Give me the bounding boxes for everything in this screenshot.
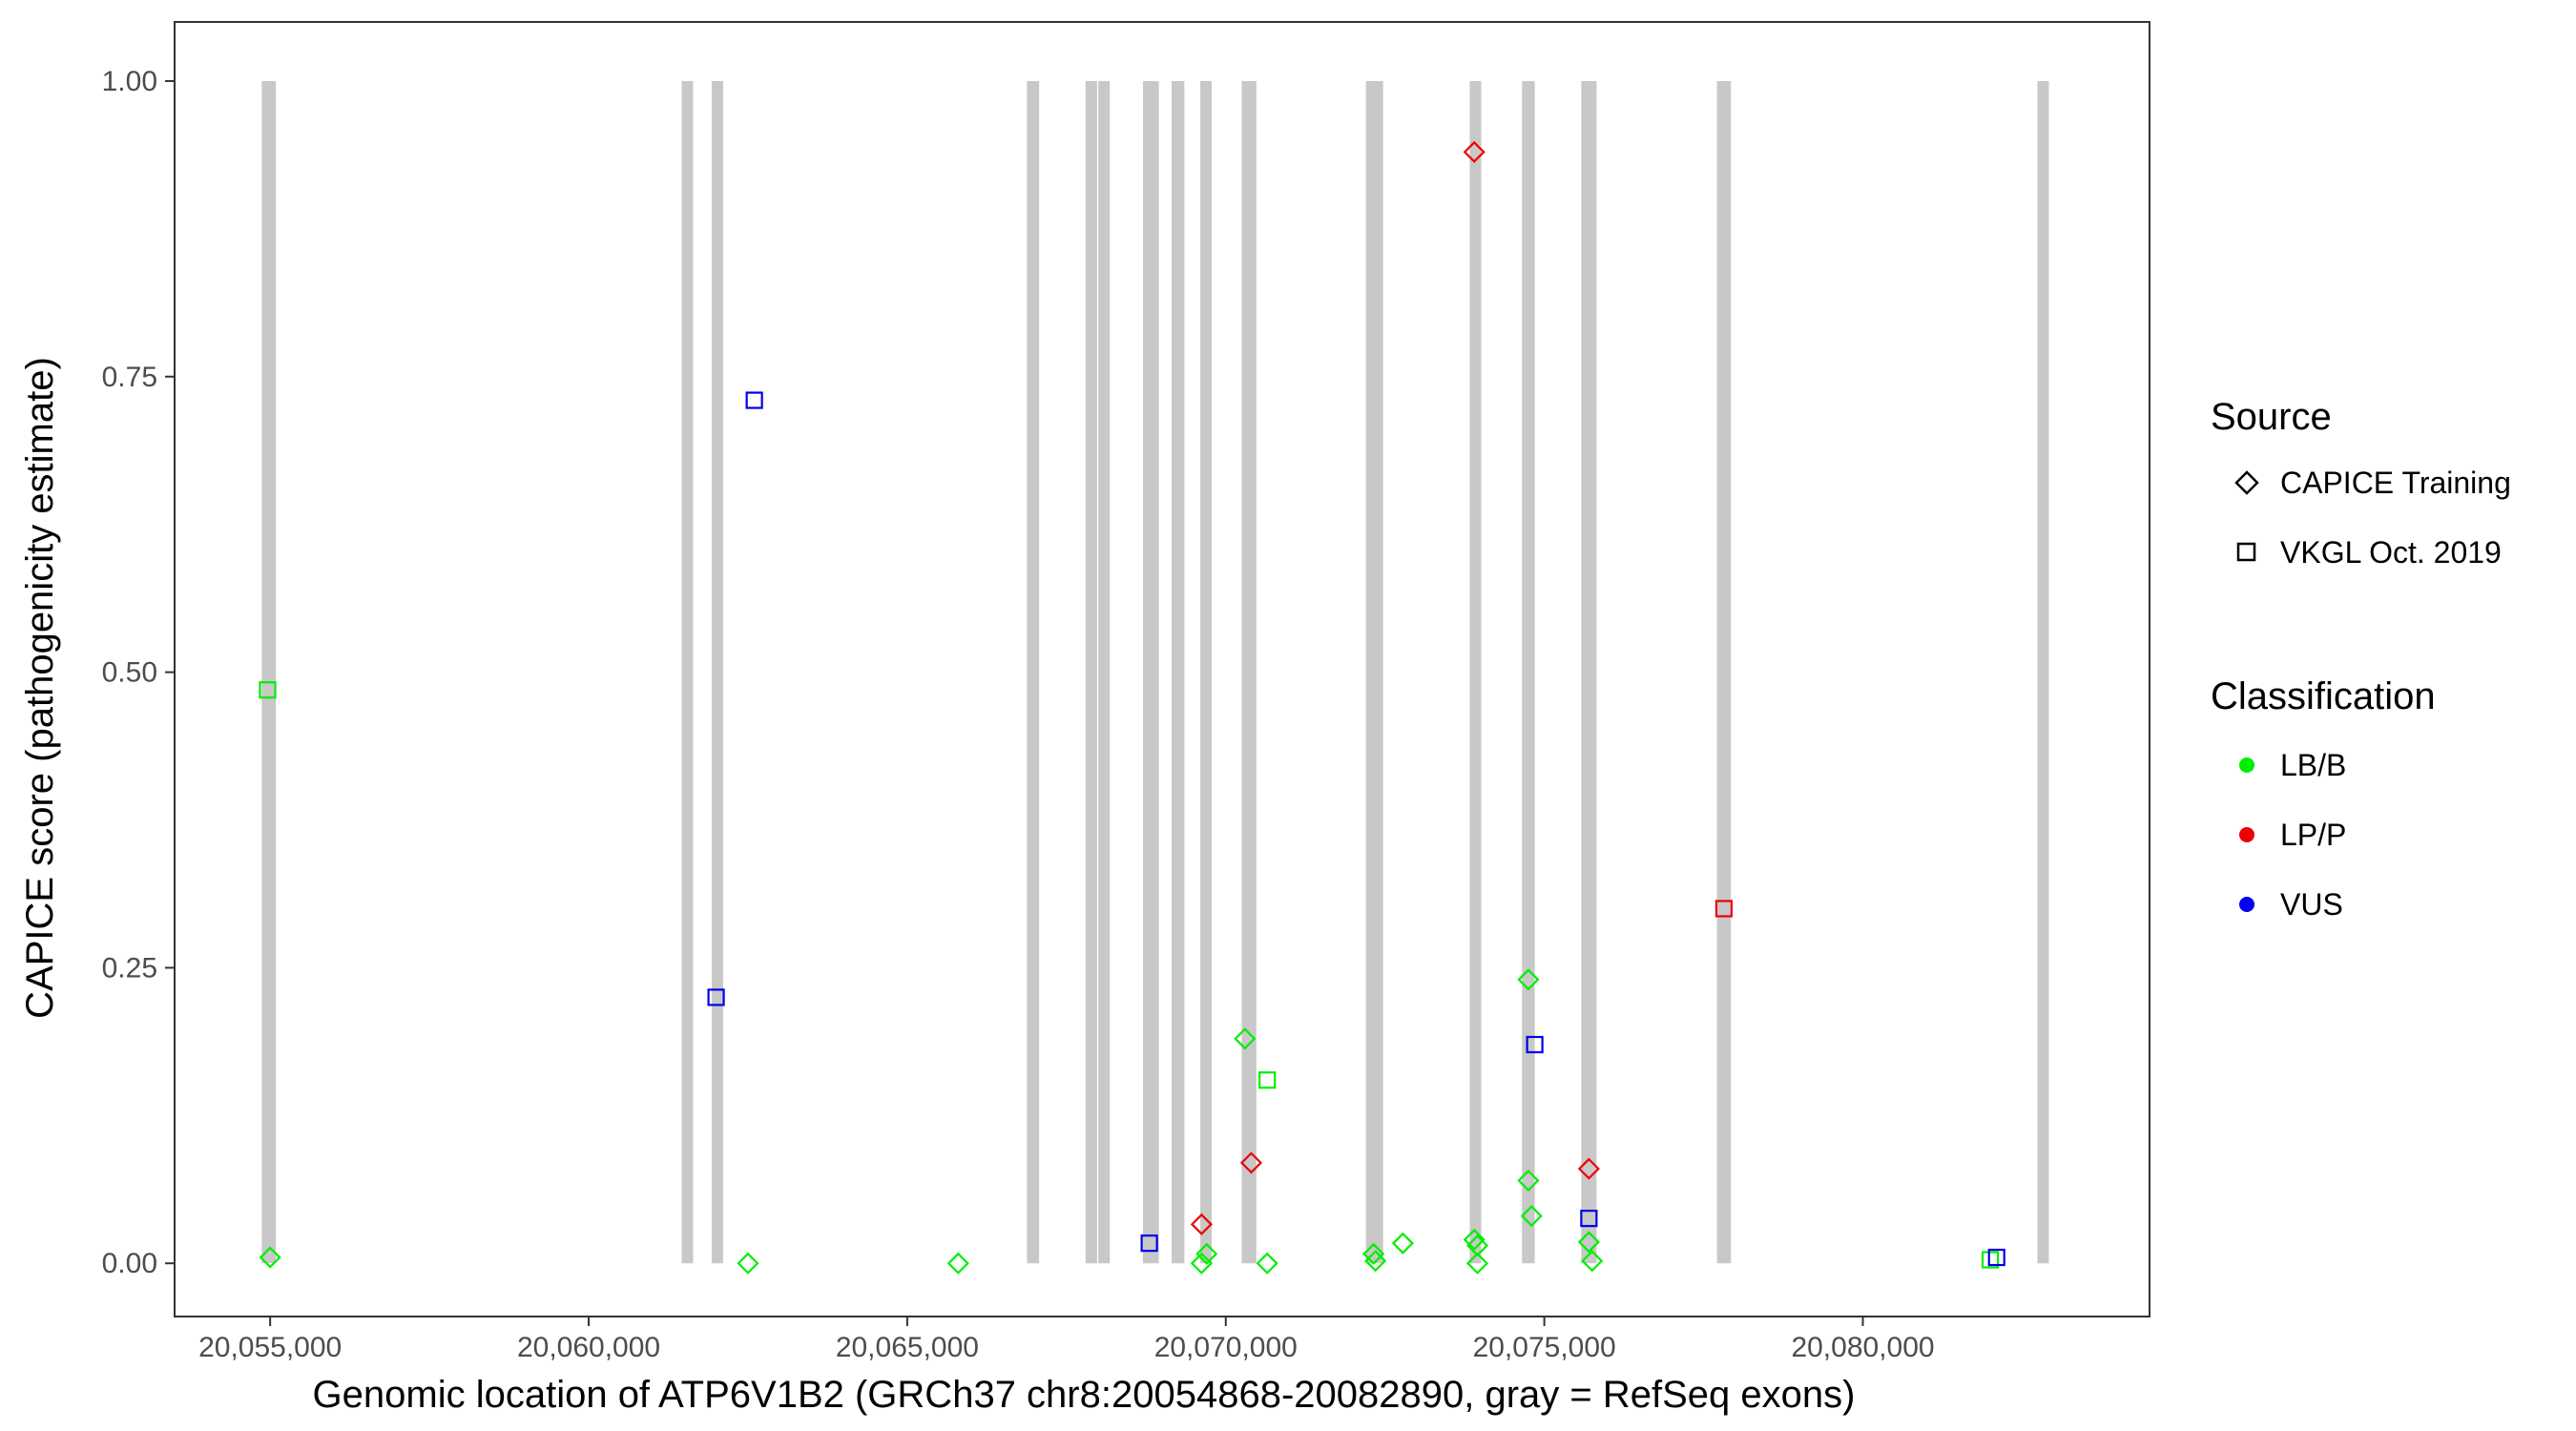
exon-bar-12 xyxy=(1469,80,1482,1264)
exon-bars xyxy=(261,80,2049,1264)
exon-bar-13 xyxy=(1522,80,1535,1264)
legend-label-lpp: LP/P xyxy=(2280,818,2346,852)
x-tick-label: 20,055,000 xyxy=(198,1332,342,1363)
data-point-17 xyxy=(1391,1232,1414,1255)
data-point-4 xyxy=(737,1252,759,1275)
data-point-19 xyxy=(1463,1228,1485,1252)
exon-bar-3 xyxy=(711,80,723,1264)
legend-title-source: Source xyxy=(2211,396,2332,438)
data-point-28 xyxy=(1577,1231,1600,1254)
data-point-29 xyxy=(1581,1250,1604,1273)
data-point-21 xyxy=(1465,1252,1489,1275)
data-point-12 xyxy=(1239,1151,1263,1174)
data-point-23 xyxy=(1517,1169,1540,1192)
y-tick-label: 0.00 xyxy=(102,1248,157,1279)
y-axis-title: CAPICE score (pathogenicity estimate) xyxy=(19,357,61,1019)
y-axis: 0.00 0.25 0.50 0.75 1.00 xyxy=(102,66,175,1279)
data-point-16 xyxy=(1364,1250,1387,1273)
data-point-10 xyxy=(1195,1242,1218,1265)
legend-key-vus xyxy=(2239,897,2254,912)
y-tick-label: 1.00 xyxy=(102,66,157,97)
data-point-26 xyxy=(1577,1157,1600,1180)
data-point-14 xyxy=(1256,1252,1278,1275)
legend-key-lbb xyxy=(2239,757,2254,773)
legend-key-square xyxy=(2236,542,2256,562)
exon-bar-4 xyxy=(1027,80,1040,1264)
exon-bar-15 xyxy=(1716,80,1732,1264)
data-point-8 xyxy=(1190,1213,1213,1235)
exon-bar-9 xyxy=(1200,80,1213,1264)
legend-label-vkgl: VKGL Oct. 2019 xyxy=(2280,535,2502,570)
y-tick-label: 0.50 xyxy=(102,657,157,689)
x-axis-title: Genomic location of ATP6V1B2 (GRCh37 chr… xyxy=(313,1374,1856,1416)
data-point-27 xyxy=(1580,1210,1598,1228)
legend-key-diamond xyxy=(2234,470,2259,495)
data-point-3 xyxy=(707,988,725,1006)
legend-label-capice-training: CAPICE Training xyxy=(2280,466,2511,500)
exon-bar-8 xyxy=(1172,80,1185,1264)
exon-bar-5 xyxy=(1085,80,1097,1264)
data-point-6 xyxy=(946,1252,969,1275)
legend-label-lbb: LB/B xyxy=(2280,748,2346,782)
x-tick-label: 20,075,000 xyxy=(1473,1332,1616,1363)
data-point-22 xyxy=(1517,968,1540,991)
legend-title-classification: Classification xyxy=(2211,675,2436,717)
x-tick-label: 20,065,000 xyxy=(836,1332,979,1363)
x-tick-label: 20,060,000 xyxy=(517,1332,660,1363)
x-tick-label: 20,080,000 xyxy=(1791,1332,1934,1363)
x-tick-label: 20,070,000 xyxy=(1154,1332,1298,1363)
data-point-13 xyxy=(1258,1071,1277,1089)
data-point-30 xyxy=(1714,900,1734,918)
data-point-25 xyxy=(1526,1035,1544,1054)
legend-label-vus: VUS xyxy=(2280,887,2343,922)
data-point-31 xyxy=(1981,1251,2000,1269)
exon-bar-14 xyxy=(1581,80,1597,1264)
data-point-1 xyxy=(259,681,277,699)
legend-key-lpp xyxy=(2239,827,2254,842)
data-point-5 xyxy=(745,391,763,409)
exon-bar-2 xyxy=(681,80,694,1264)
data-point-18 xyxy=(1463,140,1485,163)
exon-bar-11 xyxy=(1365,80,1383,1264)
data-point-9 xyxy=(1190,1252,1213,1275)
data-point-2 xyxy=(259,1246,281,1269)
data-point-15 xyxy=(1362,1242,1385,1265)
data-point-11 xyxy=(1234,1027,1257,1050)
y-tick-label: 0.75 xyxy=(102,362,157,393)
exon-bar-6 xyxy=(1098,80,1111,1264)
exon-bar-7 xyxy=(1142,80,1159,1264)
x-axis: 20,055,000 20,060,000 20,065,000 20,070,000… xyxy=(198,1317,1935,1363)
exon-bar-10 xyxy=(1241,80,1257,1264)
exon-bar-16 xyxy=(2037,80,2049,1264)
data-point-32 xyxy=(1987,1248,2005,1267)
data-point-7 xyxy=(1140,1234,1158,1253)
y-tick-label: 0.25 xyxy=(102,952,157,984)
plot-panel-border xyxy=(174,21,2150,1317)
legend: Source CAPICE Training VKGL Oct. 2019 Cl… xyxy=(2211,396,2511,922)
data-points xyxy=(259,140,2005,1275)
exon-bar-1 xyxy=(261,80,277,1264)
data-point-24 xyxy=(1520,1205,1543,1228)
